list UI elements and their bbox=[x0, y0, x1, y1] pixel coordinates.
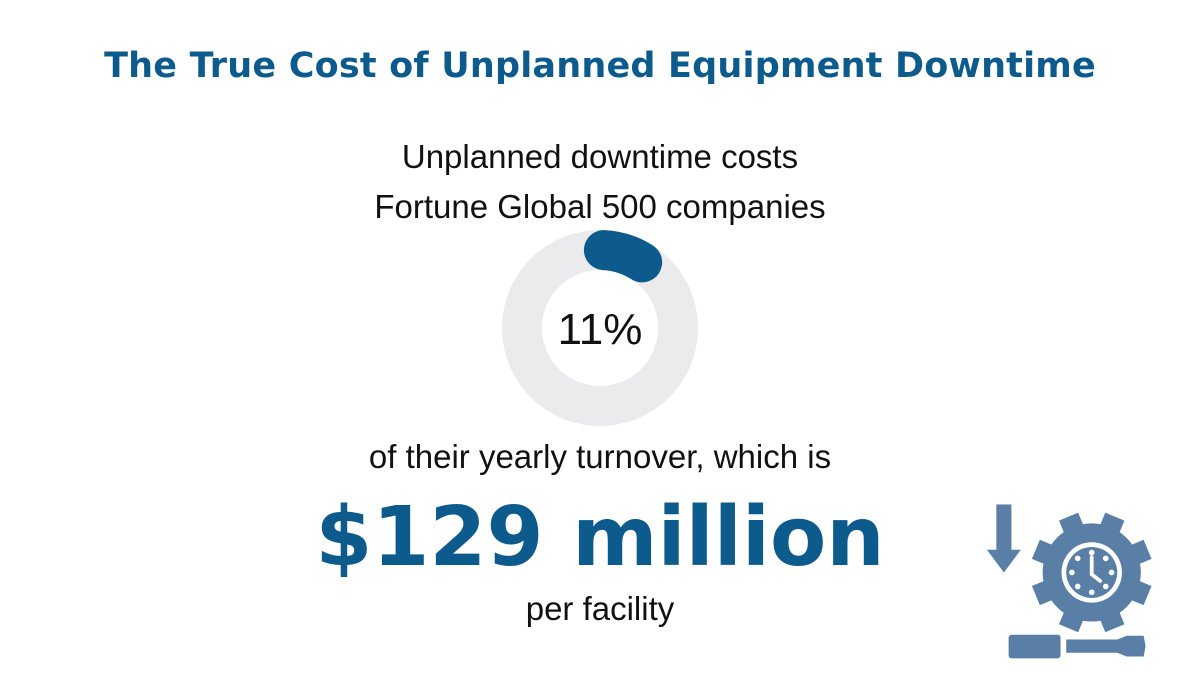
down-arrow-icon bbox=[996, 504, 1012, 552]
donut-center-label: 11% bbox=[557, 305, 643, 354]
donut-value-arc bbox=[583, 230, 663, 283]
screwdriver-shaft bbox=[1066, 635, 1146, 657]
intro-line-2: Fortune Global 500 companies bbox=[374, 188, 826, 225]
down-arrow-head bbox=[986, 549, 1021, 573]
outro-line: of their yearly turnover, which is bbox=[368, 438, 832, 475]
donut-chart bbox=[502, 230, 698, 426]
intro-line-1: Unplanned downtime costs bbox=[401, 138, 799, 175]
page-title: The True Cost of Unplanned Equipment Dow… bbox=[104, 46, 1096, 86]
gear-clock-downtime-icon bbox=[986, 504, 1152, 659]
highlight-amount: $129 million bbox=[315, 490, 885, 585]
footer-line: per facility bbox=[525, 590, 675, 627]
screwdriver-handle bbox=[1008, 634, 1061, 659]
